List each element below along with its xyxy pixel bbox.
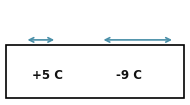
FancyBboxPatch shape <box>6 45 184 98</box>
Text: +5 C: +5 C <box>32 69 63 82</box>
Text: -9 C: -9 C <box>116 69 142 82</box>
